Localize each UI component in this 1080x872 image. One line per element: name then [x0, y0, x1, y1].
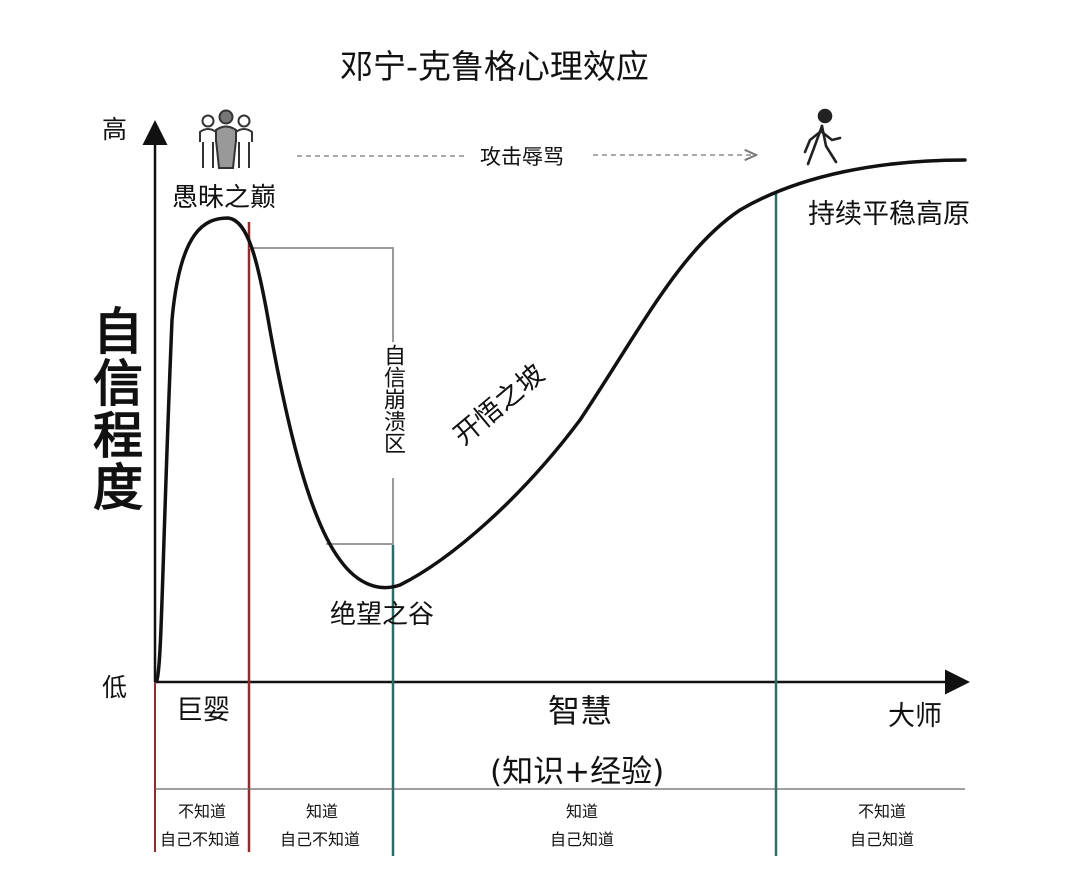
table-cell-4-line2: 自己知道 [850, 830, 915, 849]
stage-wisdom-label: 智慧 [548, 692, 613, 730]
crowd-icon [199, 109, 253, 169]
collapse-zone-label: 自信崩溃区 [377, 344, 407, 454]
y-low-label: 低 [102, 673, 128, 702]
peak-label: 愚昧之巅 [172, 183, 277, 213]
stage-master-label: 大师 [888, 701, 942, 732]
page-title: 邓宁-克鲁格心理效应 [340, 47, 649, 86]
attack-arrow-label: 攻击辱骂 [480, 145, 564, 169]
table-cell-2-line1: 知道 [306, 802, 339, 821]
table-cell-3-line1: 知道 [566, 802, 599, 821]
stage-wisdom-sub-label: (知识+经验) [490, 754, 665, 790]
walking-person-icon [803, 108, 842, 166]
stage-baby-label: 巨婴 [176, 695, 230, 726]
y-axis-label: 自信程度 [85, 305, 143, 513]
dunning-kruger-curve [155, 158, 967, 682]
table-cell-4-line1: 不知道 [858, 802, 907, 821]
collapse-zone-bracket [249, 247, 394, 342]
table-cell-1-line2: 自己不知道 [160, 830, 241, 849]
plateau-label: 持续平稳高原 [808, 199, 970, 230]
table-cell-2-line2: 自己不知道 [280, 830, 361, 849]
table-cell-1-line1: 不知道 [178, 802, 227, 821]
y-high-label: 高 [102, 115, 128, 144]
valley-label: 绝望之谷 [330, 600, 435, 630]
table-cell-3-line2: 自己知道 [550, 830, 615, 849]
